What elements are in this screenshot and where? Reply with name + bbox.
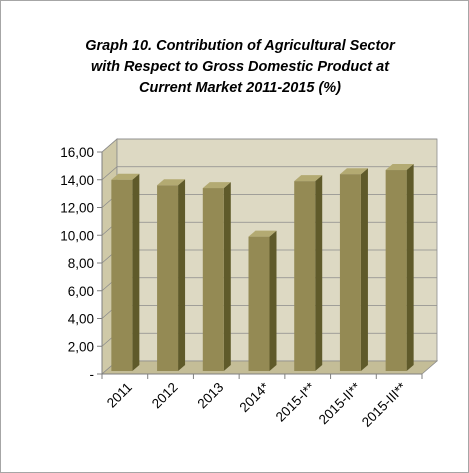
bar-side — [178, 179, 186, 371]
y-tick-label: - — [90, 367, 95, 382]
bar-side — [406, 164, 414, 371]
bar-front — [294, 181, 316, 371]
x-tick-label: 2013 — [195, 380, 227, 412]
bar-series — [111, 164, 414, 371]
y-tick-label: 8,00 — [68, 256, 94, 271]
y-tick-label: 2,00 — [68, 339, 94, 354]
y-tick-label: 16,00 — [60, 145, 94, 160]
bar-top — [157, 179, 186, 186]
chart-title-line-3: Current Market 2011-2015 (%) — [138, 80, 341, 96]
bar-top — [339, 168, 368, 175]
gridline — [101, 166, 437, 181]
bar-front — [202, 188, 224, 371]
y-tick-label: 12,00 — [60, 201, 94, 216]
bar — [157, 179, 186, 371]
gridline — [101, 138, 437, 153]
bar-top — [385, 164, 414, 171]
bar-side — [223, 182, 231, 371]
bar-side — [360, 168, 368, 371]
x-tick-label: 2012 — [149, 380, 181, 412]
bar-top — [202, 182, 231, 189]
bar-front — [157, 185, 179, 371]
bar-front — [111, 179, 133, 371]
bar — [248, 230, 277, 371]
bar-side — [132, 173, 140, 371]
x-tick-label: 2015-III** — [359, 379, 410, 430]
bar-front — [248, 236, 270, 371]
bar — [202, 182, 231, 371]
chart-title-line-1: Graph 10. Contribution of Agricultural S… — [85, 38, 395, 54]
y-tick-label: 14,00 — [60, 173, 94, 188]
bar-side — [315, 175, 323, 371]
x-tick-label: 2015-II** — [316, 379, 364, 427]
bar-top — [248, 230, 277, 237]
y-tick-label: 4,00 — [68, 312, 94, 327]
x-axis: 2011 2012 2013 2014* 2015-I**2015-II**2015-I… — [101, 373, 423, 430]
bar — [111, 173, 140, 371]
x-tick-label: 2015-I** — [273, 379, 319, 425]
y-tick-label: 6,00 — [68, 284, 94, 299]
bar-side — [269, 230, 277, 371]
y-tick-label: 10,00 — [60, 228, 94, 243]
bar-top — [294, 175, 323, 182]
bar-top — [111, 173, 140, 180]
bar-front — [339, 174, 361, 371]
x-tick-label: 2014* — [237, 379, 273, 415]
bar — [385, 164, 414, 371]
chart-title: Graph 10. Contribution of Agricultural S… — [40, 36, 440, 99]
bar — [294, 175, 323, 371]
y-axis: - 2,00 4,00 6,00 8,00 10,00 12,00 14,00 16,00 — [60, 145, 103, 382]
chart-title-line-2: with Respect to Gross Domestic Product a… — [90, 59, 390, 75]
bar-front — [385, 170, 407, 371]
bar — [339, 168, 368, 371]
x-tick-label: 2011 — [104, 380, 135, 411]
